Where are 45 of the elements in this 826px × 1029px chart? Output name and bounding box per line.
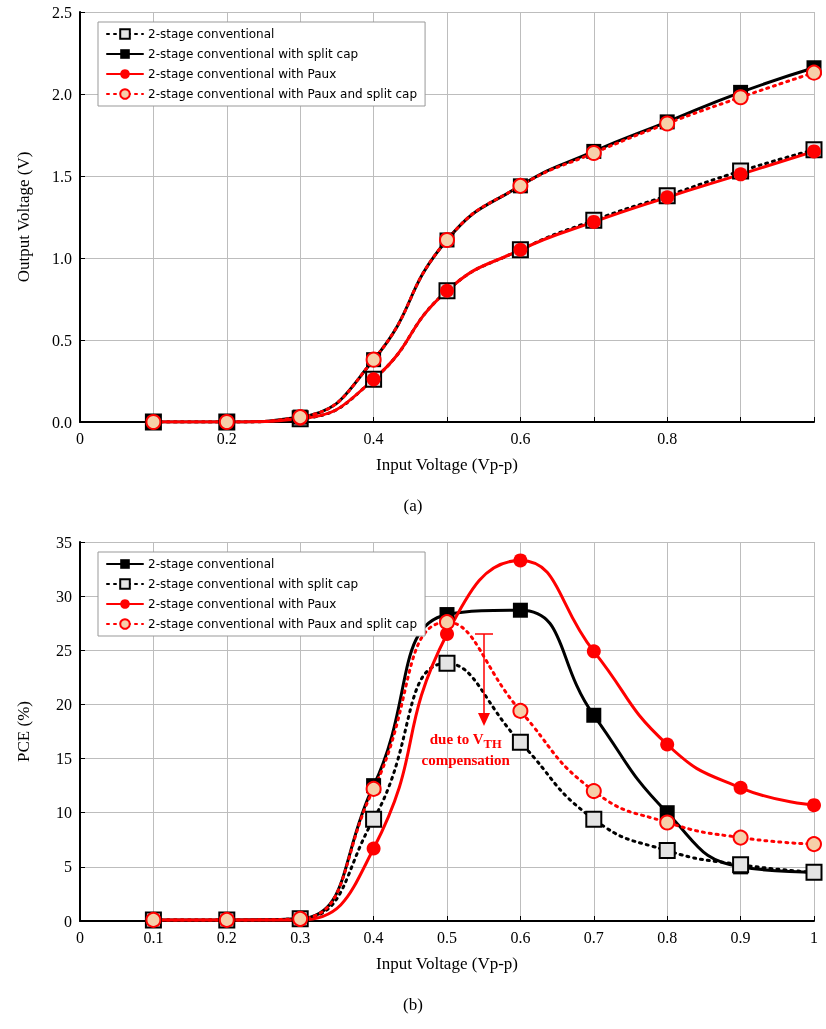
x-tick-label: 0.9 <box>730 928 751 946</box>
y-tick-label: 1.0 <box>52 249 72 267</box>
x-tick-label: 0.6 <box>510 928 531 946</box>
legend-label: 2-stage conventional with split cap <box>148 577 359 591</box>
x-tick-label: 0 <box>76 429 84 447</box>
x-tick-label: 1 <box>810 928 818 946</box>
y-tick-label: 0 <box>64 912 72 930</box>
legend-label: 2-stage conventional with split cap <box>148 47 359 61</box>
x-axis-title: Input Voltage (Vp-p) <box>376 455 518 474</box>
x-tick-label: 0.4 <box>363 429 384 447</box>
x-tick-label: 0.4 <box>363 928 384 946</box>
legend-label: 2-stage conventional <box>148 557 275 571</box>
y-tick-label: 15 <box>56 750 72 768</box>
y-tick-label: 5 <box>64 858 72 876</box>
annotation: due to V$_{TH}$ compensation <box>420 730 511 769</box>
x-tick-label: 0.5 <box>437 928 457 946</box>
text: (a) <box>402 496 424 516</box>
x-tick-label: 0.3 <box>290 928 311 946</box>
legend-label: 2-stage conventional with Paux <box>148 67 337 81</box>
x-tick-label: 0.1 <box>143 928 164 946</box>
x-tick-label: 0.2 <box>216 928 237 946</box>
legend-label: 2-stage conventional with Paux <box>148 597 337 611</box>
y-tick-label: 20 <box>56 695 72 713</box>
y-tick-label: 2.5 <box>52 3 72 21</box>
x-tick-label: 0.6 <box>510 429 531 447</box>
legend-label: 2-stage conventional with Paux and split cap <box>148 617 418 631</box>
x-tick-label: 0.7 <box>583 928 604 946</box>
y-axis-title: PCE (%) <box>14 701 33 762</box>
x-axis-title: Input Voltage (Vp-p) <box>376 954 518 973</box>
legend-label: 2-stage conventional <box>148 27 275 41</box>
y-axis-title: Output Voltage (V) <box>14 151 33 283</box>
x-tick-label: 0.2 <box>216 429 237 447</box>
y-tick-label: 10 <box>56 804 72 822</box>
y-tick-label: 1.5 <box>52 167 72 185</box>
y-tick-label: 0.0 <box>52 413 72 431</box>
y-tick-label: 0.5 <box>52 331 72 349</box>
y-tick-label: 2.0 <box>52 85 72 103</box>
legend-label: 2-stage conventional with Paux and split cap <box>148 87 418 101</box>
x-tick-label: 0.8 <box>657 429 678 447</box>
text: (b) <box>402 995 424 1015</box>
y-tick-label: 35 <box>56 533 72 551</box>
y-tick-label: 30 <box>56 587 72 605</box>
x-tick-label: 0 <box>76 928 84 946</box>
y-tick-label: 25 <box>56 641 72 659</box>
x-tick-label: 0.8 <box>657 928 678 946</box>
